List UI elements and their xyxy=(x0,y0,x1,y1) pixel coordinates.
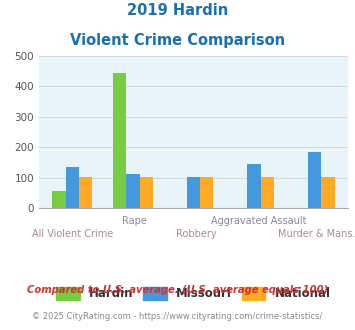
Bar xyxy=(79,177,92,208)
Text: All Violent Crime: All Violent Crime xyxy=(32,229,114,239)
Bar xyxy=(308,152,321,208)
Bar xyxy=(321,177,334,208)
Text: © 2025 CityRating.com - https://www.cityrating.com/crime-statistics/: © 2025 CityRating.com - https://www.city… xyxy=(32,312,323,321)
Bar xyxy=(140,177,153,208)
Bar xyxy=(53,191,66,208)
Text: Robbery: Robbery xyxy=(176,229,217,239)
Text: Rape: Rape xyxy=(122,216,147,226)
Bar xyxy=(113,73,126,208)
Bar xyxy=(247,164,261,208)
Text: Compared to U.S. average. (U.S. average equals 100): Compared to U.S. average. (U.S. average … xyxy=(27,285,328,295)
Bar xyxy=(200,177,213,208)
Bar xyxy=(126,174,140,208)
Legend: Hardin, Missouri, National: Hardin, Missouri, National xyxy=(51,283,335,305)
Bar xyxy=(261,177,274,208)
Text: Violent Crime Comparison: Violent Crime Comparison xyxy=(70,33,285,48)
Text: Aggravated Assault: Aggravated Assault xyxy=(211,216,306,226)
Bar xyxy=(187,177,200,208)
Text: Murder & Mans...: Murder & Mans... xyxy=(278,229,355,239)
Text: 2019 Hardin: 2019 Hardin xyxy=(127,3,228,18)
Bar xyxy=(66,167,79,208)
